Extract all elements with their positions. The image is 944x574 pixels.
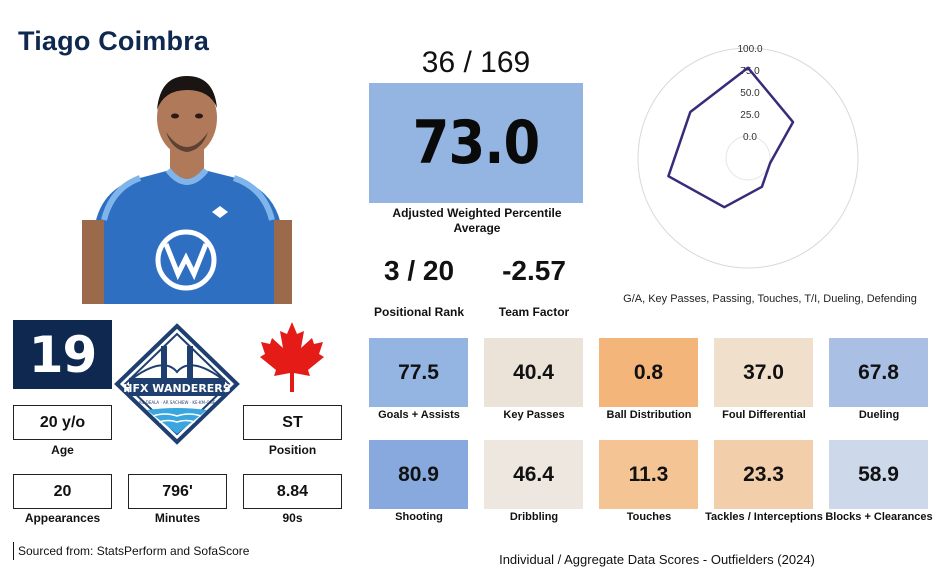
team-factor-value: -2.57	[502, 255, 566, 286]
metric-label: Ball Distribution	[606, 409, 692, 421]
nineties-label: 90s	[282, 511, 303, 525]
metric-tile: 58.9	[829, 440, 928, 509]
appearances-value: 20	[13, 474, 112, 509]
age-label: Age	[51, 443, 74, 457]
overall-rank: 36 / 169	[421, 46, 531, 79]
club-crest-logo: HFX WANDERERS AN DEALA · AR SACHIEW · KE…	[113, 322, 241, 446]
positional-rank-label: Positional Rank	[373, 305, 465, 319]
source-note: Sourced from: StatsPerform and SofaScore	[13, 542, 249, 560]
overall-score-label: Adjusted Weighted Percentile Average	[392, 206, 562, 235]
crest-subtext: AN DEALA · AR SACHIEW · KE-KM-ONE	[139, 400, 216, 405]
metric-tile: 37.0	[714, 338, 813, 407]
metric-value: 37.0	[743, 360, 784, 384]
metric-tile: 80.9	[369, 440, 468, 509]
appearances-label: Appearances	[24, 511, 101, 525]
overall-score-box: 73.0	[369, 83, 583, 203]
metric-label: Dueling	[858, 409, 900, 421]
player-name: Tiago Coimbra	[18, 26, 210, 56]
metric-tile: 40.4	[484, 338, 583, 407]
radar-zero-ring	[725, 135, 771, 181]
metric-tile: 11.3	[599, 440, 698, 509]
radar-outer-ring	[637, 47, 859, 269]
metric-value: 77.5	[398, 360, 439, 384]
radar-svg: 100.075.050.025.00.0	[637, 44, 859, 269]
metric-label: Key Passes	[503, 409, 565, 421]
metric-label: Touches	[626, 511, 672, 523]
metric-label: Tackles / Interceptions	[705, 511, 823, 523]
radar-tick-label: 100.0	[737, 44, 762, 55]
metric-tile: 67.8	[829, 338, 928, 407]
metric-tile: 77.5	[369, 338, 468, 407]
crest-text: HFX WANDERERS	[123, 382, 230, 395]
metric-label: Dribbling	[509, 511, 559, 523]
position-value: ST	[243, 405, 342, 440]
positional-rank-value: 3 / 20	[383, 255, 455, 286]
metric-value: 11.3	[628, 462, 669, 486]
metric-label: Goals + Assists	[378, 409, 460, 421]
metric-label: Shooting	[395, 511, 443, 523]
radar-tick-label: 25.0	[740, 110, 760, 121]
metric-label: Blocks + Clearances	[825, 511, 933, 523]
metric-label: Foul Differential	[722, 409, 806, 421]
jersey-number: 19	[13, 320, 112, 389]
maple-leaf-flag-icon	[260, 320, 324, 392]
metric-value: 80.9	[398, 462, 439, 486]
metric-value: 58.9	[858, 462, 899, 486]
metric-value: 46.4	[513, 462, 554, 486]
age-value: 20 y/o	[13, 405, 112, 440]
footer-caption: Individual / Aggregate Data Scores - Out…	[499, 552, 815, 567]
metric-tile: 23.3	[714, 440, 813, 509]
radar-series-line	[667, 66, 795, 209]
radar-caption: G/A, Key Passes, Passing, Touches, T/I, …	[623, 293, 917, 305]
overall-score: 73.0	[412, 108, 541, 178]
metric-tile: 46.4	[484, 440, 583, 509]
metric-value: 40.4	[513, 360, 554, 384]
position-label: Position	[268, 443, 317, 457]
team-factor-label: Team Factor	[498, 305, 570, 319]
metric-value: 23.3	[743, 462, 784, 486]
nineties-value: 8.84	[243, 474, 342, 509]
radar-tick-label: 0.0	[743, 132, 757, 143]
radar-tick-label: 50.0	[740, 88, 760, 99]
radar-chart: 100.0 75.0 50.0 25.0 0.0	[628, 18, 868, 298]
player-photo	[82, 70, 292, 304]
minutes-value: 796'	[128, 474, 227, 509]
metric-tile: 0.8	[599, 338, 698, 407]
metric-value: 0.8	[633, 360, 664, 384]
metric-value: 67.8	[858, 360, 899, 384]
minutes-label: Minutes	[154, 511, 201, 525]
